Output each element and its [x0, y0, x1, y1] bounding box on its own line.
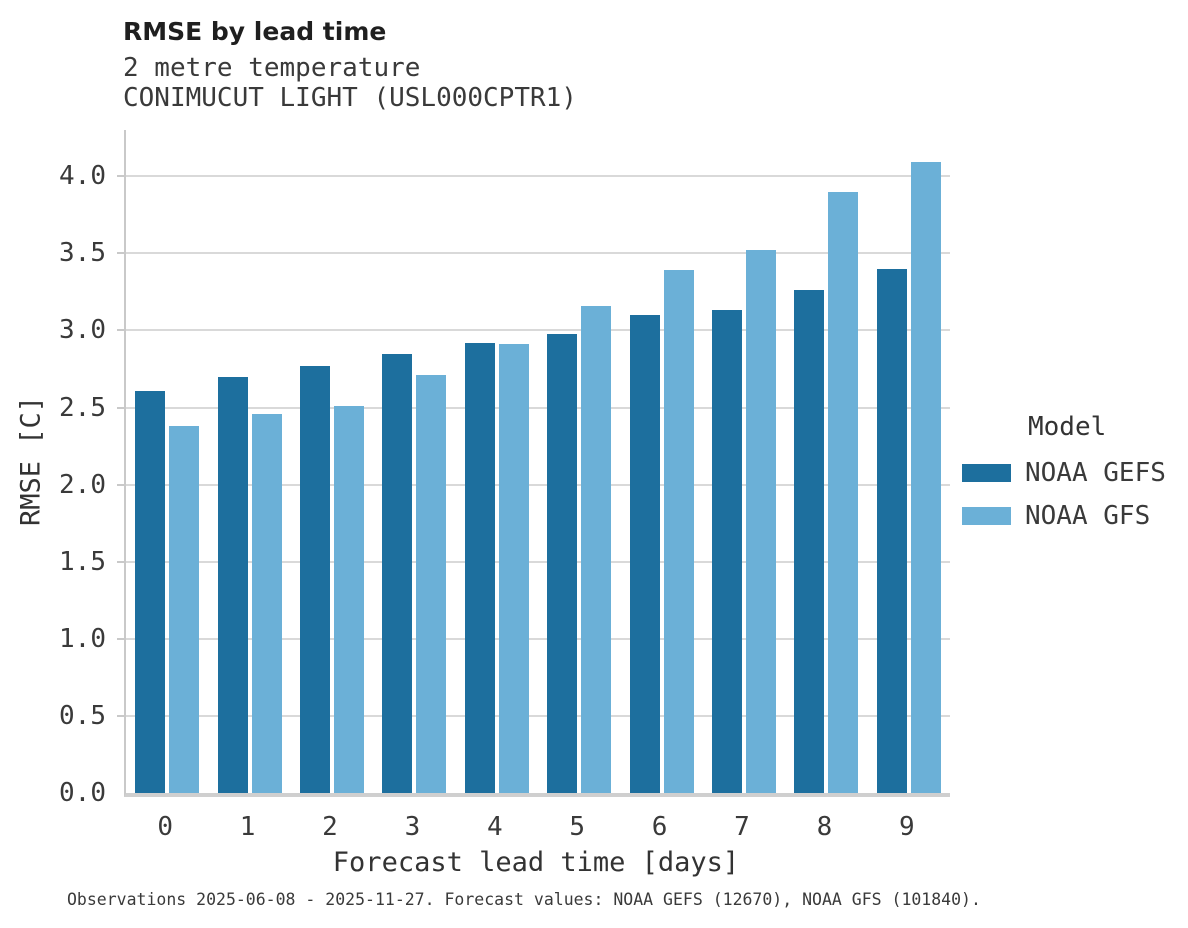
y-tick-mark [117, 329, 124, 332]
gridline [126, 637, 950, 640]
bar-noaa-gefs-lead-0 [135, 390, 166, 793]
plot-area [124, 130, 950, 797]
legend-label: NOAA GEFS [1025, 458, 1166, 488]
y-tick-label: 2.5 [59, 392, 106, 423]
y-tick-mark [117, 637, 124, 640]
y-tick-label: 0.5 [59, 700, 106, 731]
gridline [126, 329, 950, 332]
y-tick-label: 3.5 [59, 238, 106, 269]
x-tick-label: 1 [239, 812, 256, 842]
bar-noaa-gfs-lead-3 [416, 375, 447, 793]
x-tick-label: 0 [157, 812, 174, 842]
bar-noaa-gfs-lead-7 [746, 250, 776, 793]
legend-swatch [962, 507, 1011, 525]
gridline [126, 252, 950, 255]
y-tick-label: 4.0 [59, 161, 106, 192]
y-tick-mark [117, 483, 124, 486]
legend-title: Model [1028, 412, 1107, 442]
bar-noaa-gfs-lead-1 [251, 413, 282, 793]
x-tick-label: 5 [569, 812, 586, 842]
legend: Model NOAA GEFS NOAA GFS [962, 411, 1166, 529]
x-tick-label: 8 [816, 812, 833, 842]
x-tick-label: 4 [486, 812, 503, 842]
y-tick-label: 2.0 [59, 469, 106, 500]
y-tick-label: 0.0 [59, 778, 106, 808]
y-tick-label: 1.5 [59, 546, 106, 577]
legend-label: NOAA GFS [1025, 501, 1151, 531]
bar-noaa-gefs-lead-8 [794, 290, 825, 793]
x-tick-label: 3 [404, 812, 421, 842]
bar-noaa-gefs-lead-7 [712, 310, 742, 793]
bar-noaa-gfs-lead-9 [910, 162, 941, 793]
bar-noaa-gfs-lead-0 [169, 426, 200, 793]
gridline [126, 560, 950, 563]
legend-swatch [962, 464, 1011, 482]
gridline [126, 483, 950, 486]
chart-title: RMSE by lead time [123, 17, 387, 46]
footer-note: Observations 2025-06-08 - 2025-11-27. Fo… [67, 890, 981, 909]
x-axis-title: Forecast lead time [days] [332, 847, 740, 878]
bar-noaa-gefs-lead-3 [382, 353, 413, 793]
bar-noaa-gefs-lead-4 [464, 342, 495, 793]
x-tick-label: 9 [898, 812, 915, 842]
x-tick-label: 6 [651, 812, 668, 842]
chart-subtitle-variable: 2 metre temperature [123, 53, 421, 83]
gridline [126, 406, 950, 409]
y-tick-mark [117, 175, 124, 178]
chart-subtitle-station: CONIMUCUT LIGHT (USL000CPTR1) [123, 83, 577, 113]
bar-noaa-gfs-lead-4 [498, 344, 529, 793]
bar-noaa-gfs-lead-8 [828, 191, 859, 793]
y-tick-mark [117, 252, 124, 255]
legend-item-noaa-gfs: NOAA GFS [962, 503, 1166, 529]
bar-noaa-gefs-lead-6 [629, 315, 660, 793]
legend-item-noaa-gefs: NOAA GEFS [962, 460, 1166, 486]
y-tick-label: 3.0 [59, 315, 106, 346]
bar-noaa-gfs-lead-2 [334, 406, 364, 793]
x-tick-label: 7 [734, 812, 750, 842]
bar-noaa-gefs-lead-5 [547, 333, 578, 793]
bar-noaa-gefs-lead-1 [217, 376, 248, 793]
y-tick-label: 1.0 [59, 623, 106, 654]
y-tick-mark [117, 406, 124, 409]
bar-noaa-gfs-lead-6 [663, 270, 694, 793]
bar-noaa-gefs-lead-9 [876, 268, 907, 793]
bar-noaa-gfs-lead-5 [581, 305, 612, 793]
gridline [126, 175, 950, 178]
bar-noaa-gefs-lead-2 [300, 365, 330, 793]
gridline [126, 714, 950, 717]
x-tick-label: 2 [322, 812, 338, 842]
y-tick-mark [117, 560, 124, 563]
y-tick-mark [117, 714, 124, 717]
